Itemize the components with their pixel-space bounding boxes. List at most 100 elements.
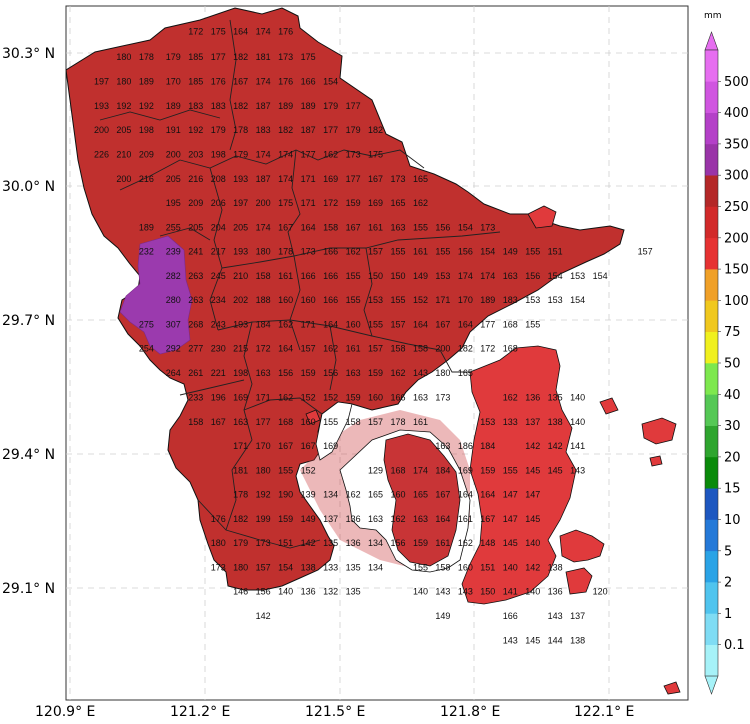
- rainfall-value: 163: [390, 222, 405, 232]
- rainfall-value: 183: [256, 125, 271, 135]
- purple-heavy-zone-edge: [119, 235, 193, 355]
- rainfall-value: 173: [480, 222, 495, 232]
- rainfall-value: 152: [413, 295, 428, 305]
- rainfall-value: 161: [413, 417, 428, 427]
- rainfall-value: 160: [346, 320, 361, 330]
- rainfall-value: 137: [570, 611, 585, 621]
- rainfall-value: 200: [166, 149, 181, 159]
- rainfall-value: 209: [188, 198, 203, 208]
- rainfall-value: 142: [256, 611, 271, 621]
- rainfall-value: 182: [368, 125, 383, 135]
- rainfall-value: 181: [256, 52, 271, 62]
- rainfall-value: 140: [570, 417, 585, 427]
- colorbar-swatch: [705, 456, 718, 489]
- rainfall-value: 198: [139, 125, 154, 135]
- rainfall-value: 174: [278, 174, 293, 184]
- rainfall-value: 174: [413, 465, 428, 475]
- rainfall-value: 179: [233, 538, 248, 548]
- rainfall-value: 160: [301, 417, 316, 427]
- rainfall-value: 153: [435, 271, 450, 281]
- rainfall-value: 143: [503, 636, 518, 646]
- rainfall-value: 261: [188, 368, 203, 378]
- rainfall-value: 180: [233, 562, 248, 572]
- rainfall-value: 169: [323, 441, 338, 451]
- rainfall-value: 140: [413, 587, 428, 597]
- colorbar-swatch: [705, 206, 718, 239]
- rainfall-value: 164: [480, 489, 495, 499]
- rainfall-value: 152: [301, 465, 316, 475]
- purple-heavy-zone: [120, 236, 192, 354]
- longitude-labels: 120.9° E 121.2° E 121.5° E 121.8° E 122.…: [35, 704, 634, 720]
- rainfall-value: 164: [278, 344, 293, 354]
- rainfall-value: 292: [166, 344, 181, 354]
- lat-label: 29.4° N: [2, 447, 55, 463]
- rainfall-value: 167: [278, 441, 293, 451]
- rainfall-value: 174: [256, 222, 271, 232]
- colorbar-level-label: 2: [724, 576, 732, 591]
- rainfall-value: 197: [233, 198, 248, 208]
- colorbar-level-label: 5: [724, 544, 732, 559]
- rainfall-value: 157: [390, 320, 405, 330]
- rainfall-value: 140: [570, 392, 585, 402]
- rainfall-value: 143: [570, 465, 585, 475]
- rainfall-value: 155: [390, 247, 405, 257]
- rainfall-value: 165: [390, 198, 405, 208]
- rainfall-value: 175: [211, 26, 226, 36]
- rainfall-value: 166: [323, 295, 338, 305]
- rainfall-value: 141: [570, 441, 585, 451]
- rainfall-value: 175: [278, 198, 293, 208]
- rainfall-value: 205: [188, 222, 203, 232]
- rainfall-value: 174: [278, 149, 293, 159]
- colorbar-unit: mm: [704, 11, 722, 21]
- colorbar-swatches: [704, 31, 719, 695]
- rainfall-value: 167: [435, 320, 450, 330]
- rainfall-value: 173: [278, 52, 293, 62]
- rainfall-value: 185: [188, 76, 203, 86]
- rainfall-value: 142: [301, 538, 316, 548]
- rainfall-value: 154: [593, 271, 608, 281]
- rainfall-value: 203: [188, 149, 203, 159]
- rainfall-value: 169: [368, 198, 383, 208]
- rainfall-value: 157: [256, 562, 271, 572]
- rainfall-value: 233: [188, 392, 203, 402]
- rainfall-value: 184: [256, 320, 271, 330]
- west-island-small: [305, 409, 321, 425]
- rainfall-value: 184: [480, 441, 495, 451]
- lat-label: 29.1° N: [2, 581, 55, 597]
- rainfall-value: 140: [525, 587, 540, 597]
- colorbar-swatch: [705, 613, 718, 645]
- rainfall-value: 177: [211, 52, 226, 62]
- rainfall-value: 154: [278, 562, 293, 572]
- rainfall-value: 145: [503, 538, 518, 548]
- rainfall-value: 136: [548, 587, 563, 597]
- rainfall-value: 134: [323, 489, 338, 499]
- rainfall-value: 155: [435, 247, 450, 257]
- colorbar-swatch: [705, 237, 718, 270]
- colorbar-swatch: [705, 582, 718, 614]
- rainfall-value: 209: [139, 149, 154, 159]
- rainfall-value: 166: [323, 271, 338, 281]
- rainfall-value: 217: [211, 247, 226, 257]
- rainfall-value: 160: [368, 392, 383, 402]
- rainfall-value: 167: [278, 222, 293, 232]
- rainfall-value: 205: [166, 174, 181, 184]
- rainfall-value: 173: [211, 562, 226, 572]
- rainfall-value: 162: [390, 368, 405, 378]
- lat-label: 30.3° N: [2, 46, 55, 62]
- rainfall-value: 177: [480, 320, 495, 330]
- rainfall-value: 200: [435, 344, 450, 354]
- rainfall-value: 158: [435, 562, 450, 572]
- rainfall-value: 152: [323, 392, 338, 402]
- colorbar-level-label: 500: [724, 75, 749, 90]
- rainfall-value: 176: [211, 76, 226, 86]
- rainfall-value: 157: [368, 247, 383, 257]
- rainfall-value: 171: [301, 320, 316, 330]
- rainfall-value: 202: [233, 295, 248, 305]
- colorbar-level-label: 350: [724, 137, 749, 152]
- rainfall-value: 154: [480, 247, 495, 257]
- rainfall-value: 143: [458, 587, 473, 597]
- rainfall-value: 155: [346, 271, 361, 281]
- rainfall-value: 182: [458, 344, 473, 354]
- rainfall-value: 171: [301, 174, 316, 184]
- rainfall-value: 221: [211, 368, 226, 378]
